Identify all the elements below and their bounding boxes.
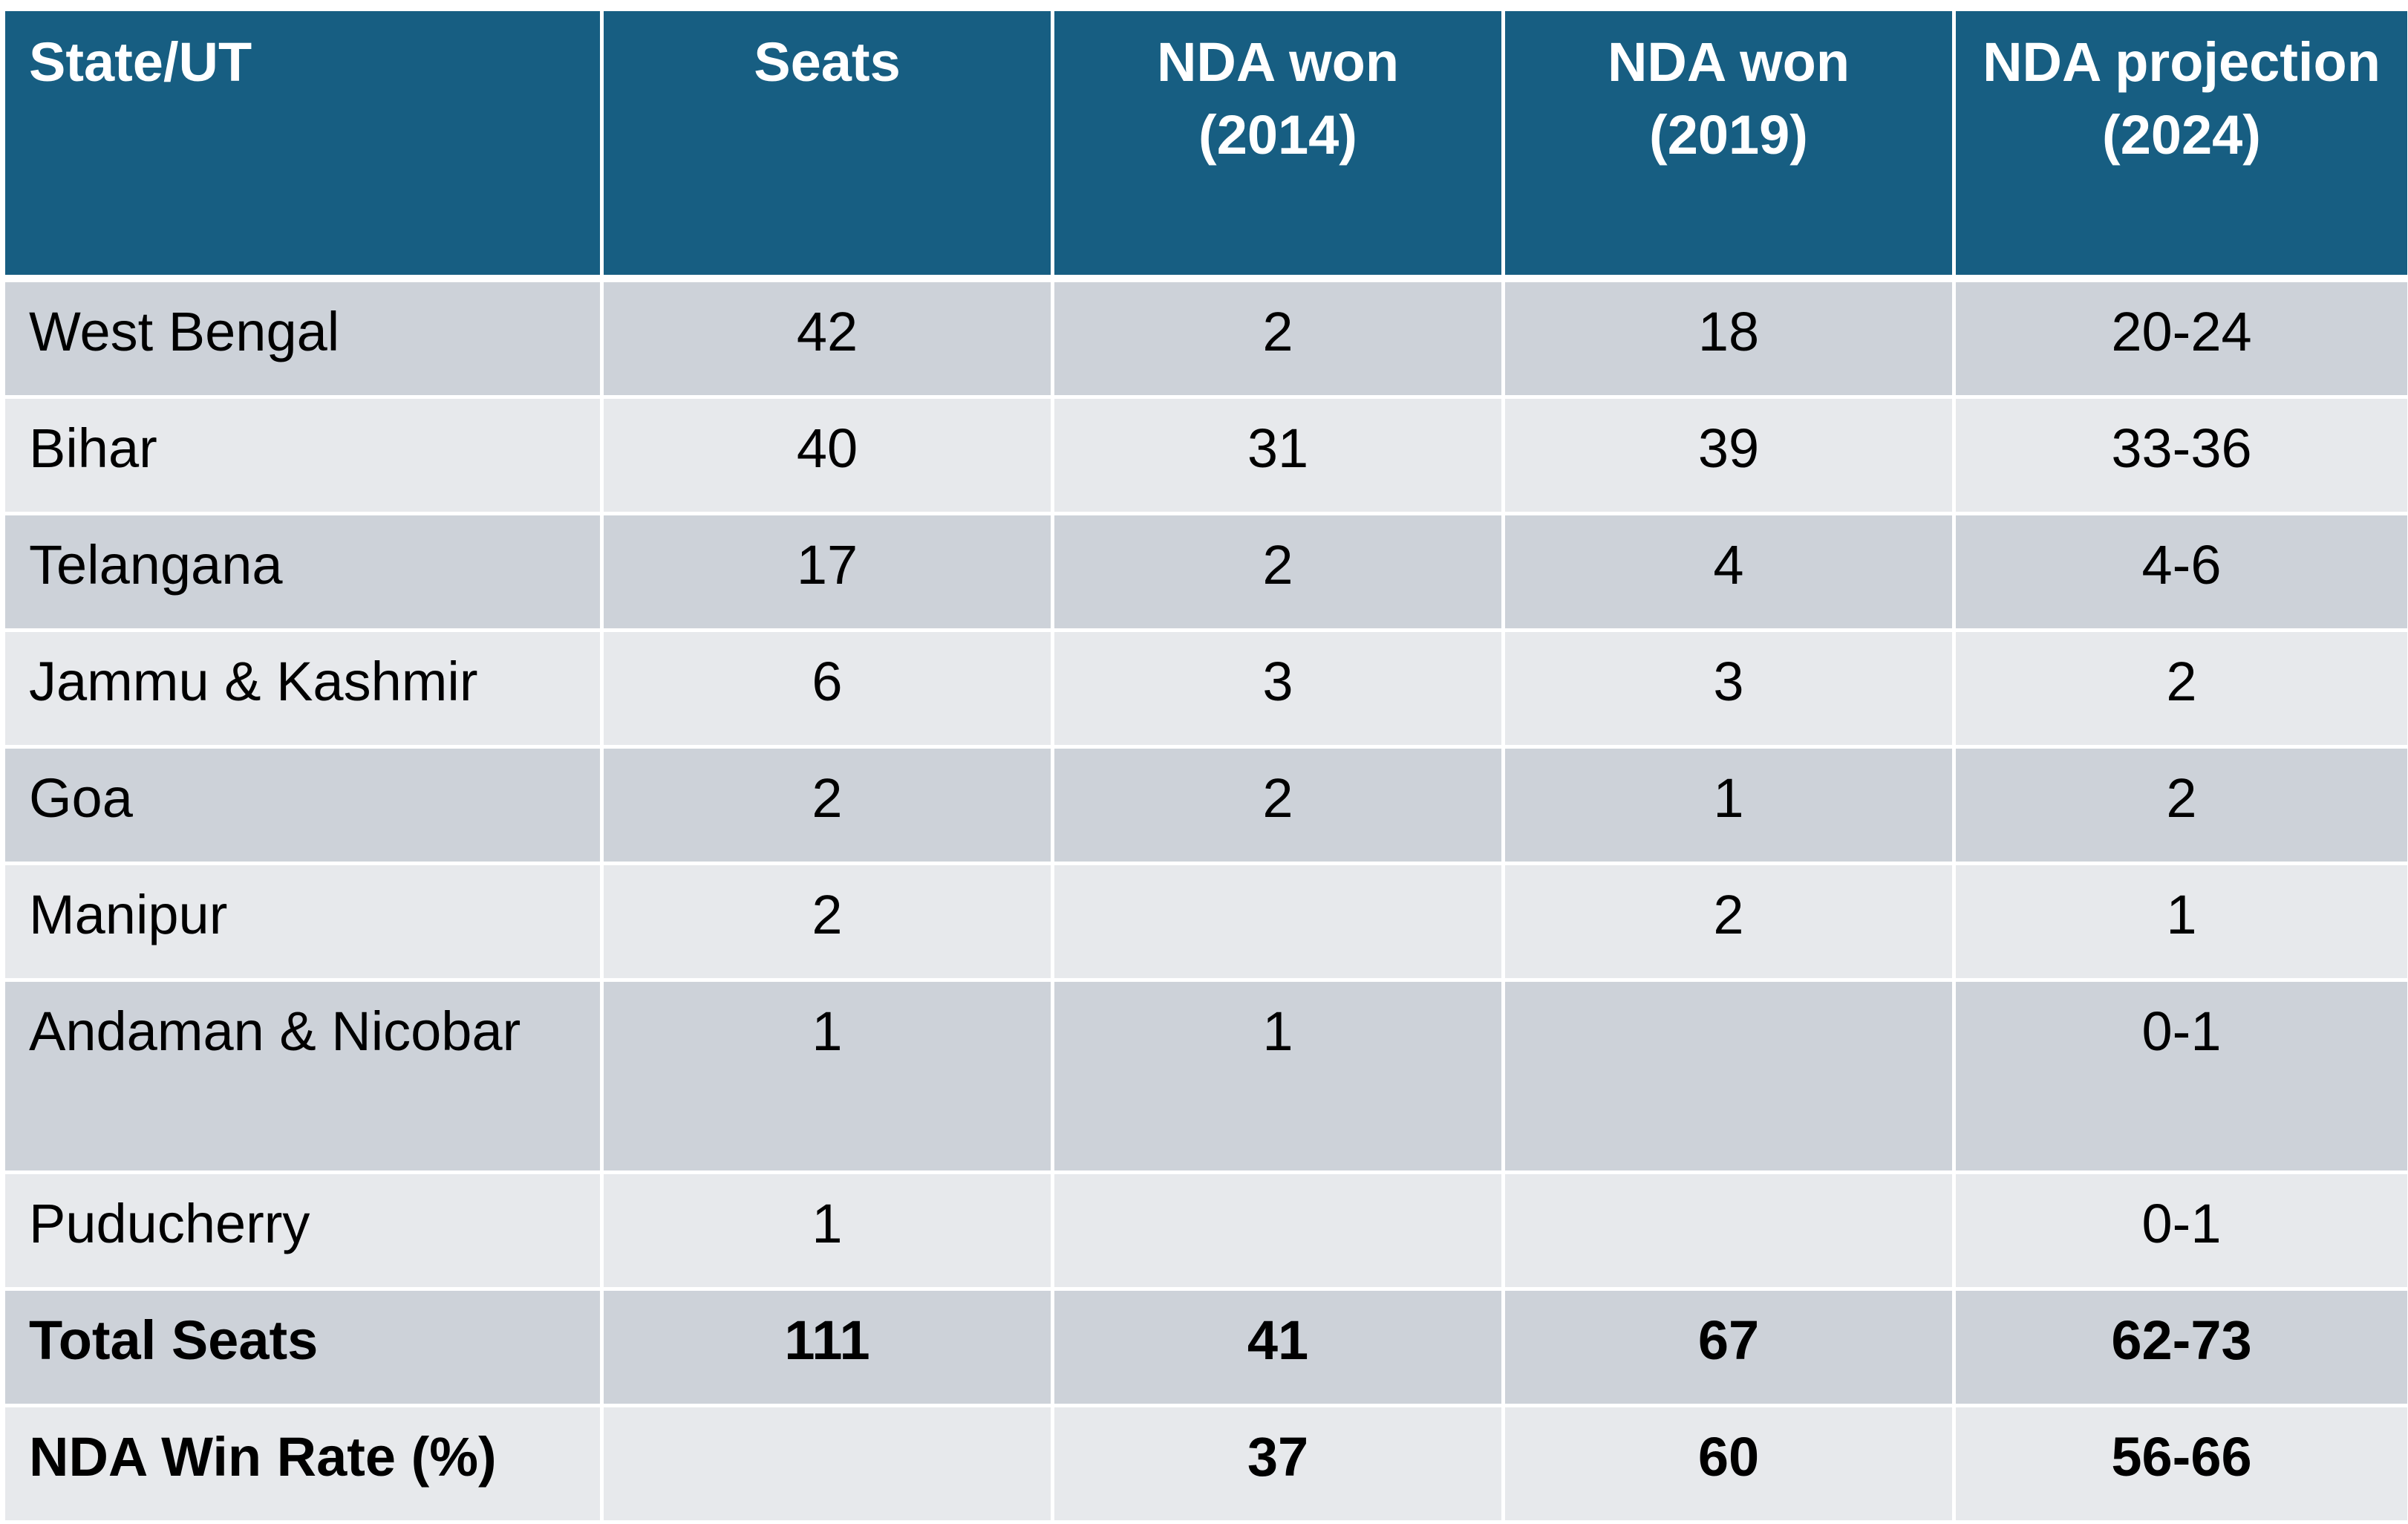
table-row: Telangana 17 2 4 4-6 — [4, 514, 2408, 631]
cell-nda-2019: 3 — [1504, 631, 1954, 747]
cell-state: Bihar — [4, 397, 602, 514]
table-row: Puducherry 1 0-1 — [4, 1173, 2408, 1289]
cell-nda-2024: 0-1 — [1954, 1173, 2408, 1289]
cell-nda-2014: 37 — [1053, 1406, 1504, 1523]
table-row: Goa 2 2 1 2 — [4, 747, 2408, 864]
cell-seats: 2 — [602, 747, 1053, 864]
cell-state: West Bengal — [4, 279, 602, 397]
cell-state: Telangana — [4, 514, 602, 631]
cell-nda-2014 — [1053, 864, 1504, 980]
cell-nda-2024: 4-6 — [1954, 514, 2408, 631]
table-row: Jammu & Kashmir 6 3 3 2 — [4, 631, 2408, 747]
cell-seats: 111 — [602, 1289, 1053, 1406]
cell-state: Jammu & Kashmir — [4, 631, 602, 747]
cell-nda-2014: 41 — [1053, 1289, 1504, 1406]
cell-nda-2014: 2 — [1053, 514, 1504, 631]
cell-nda-2024: 20-24 — [1954, 279, 2408, 397]
cell-state: Total Seats — [4, 1289, 602, 1406]
cell-seats: 40 — [602, 397, 1053, 514]
cell-seats: 1 — [602, 980, 1053, 1173]
cell-nda-2019: 4 — [1504, 514, 1954, 631]
cell-nda-2024: 56-66 — [1954, 1406, 2408, 1523]
table-row: Andaman & Nicobar 1 1 0-1 — [4, 980, 2408, 1173]
seats-table: State/UT Seats NDA won (2014) NDA won (2… — [1, 7, 2408, 1524]
total-seats-row: Total Seats 111 41 67 62-73 — [4, 1289, 2408, 1406]
cell-state: Puducherry — [4, 1173, 602, 1289]
cell-nda-2014: 2 — [1053, 279, 1504, 397]
cell-nda-2024: 0-1 — [1954, 980, 2408, 1173]
header-seats: Seats — [602, 10, 1053, 279]
header-nda-won-2019: NDA won (2019) — [1504, 10, 1954, 279]
cell-state: Manipur — [4, 864, 602, 980]
header-nda-won-2014: NDA won (2014) — [1053, 10, 1504, 279]
table-header: State/UT Seats NDA won (2014) NDA won (2… — [4, 10, 2408, 279]
cell-nda-2019 — [1504, 1173, 1954, 1289]
cell-state: Goa — [4, 747, 602, 864]
cell-nda-2019: 60 — [1504, 1406, 1954, 1523]
cell-nda-2019: 18 — [1504, 279, 1954, 397]
win-rate-row: NDA Win Rate (%) 37 60 56-66 — [4, 1406, 2408, 1523]
cell-nda-2019: 67 — [1504, 1289, 1954, 1406]
cell-nda-2019: 2 — [1504, 864, 1954, 980]
cell-seats — [602, 1406, 1053, 1523]
table-row: Manipur 2 2 1 — [4, 864, 2408, 980]
table-row: Bihar 40 31 39 33-36 — [4, 397, 2408, 514]
table-row: West Bengal 42 2 18 20-24 — [4, 279, 2408, 397]
table-body: West Bengal 42 2 18 20-24 Bihar 40 31 39… — [4, 279, 2408, 1523]
cell-nda-2014: 1 — [1053, 980, 1504, 1173]
cell-nda-2024: 33-36 — [1954, 397, 2408, 514]
cell-nda-2019 — [1504, 980, 1954, 1173]
cell-nda-2014: 31 — [1053, 397, 1504, 514]
cell-state: NDA Win Rate (%) — [4, 1406, 602, 1523]
header-state-ut: State/UT — [4, 10, 602, 279]
cell-seats: 17 — [602, 514, 1053, 631]
cell-nda-2024: 2 — [1954, 631, 2408, 747]
cell-seats: 1 — [602, 1173, 1053, 1289]
cell-nda-2019: 39 — [1504, 397, 1954, 514]
cell-nda-2014 — [1053, 1173, 1504, 1289]
cell-nda-2014: 2 — [1053, 747, 1504, 864]
cell-nda-2014: 3 — [1053, 631, 1504, 747]
cell-nda-2024: 62-73 — [1954, 1289, 2408, 1406]
cell-state: Andaman & Nicobar — [4, 980, 602, 1173]
cell-nda-2024: 1 — [1954, 864, 2408, 980]
cell-nda-2024: 2 — [1954, 747, 2408, 864]
header-nda-projection-2024: NDA projection (2024) — [1954, 10, 2408, 279]
cell-seats: 2 — [602, 864, 1053, 980]
header-row: State/UT Seats NDA won (2014) NDA won (2… — [4, 10, 2408, 279]
cell-seats: 6 — [602, 631, 1053, 747]
cell-seats: 42 — [602, 279, 1053, 397]
cell-nda-2019: 1 — [1504, 747, 1954, 864]
